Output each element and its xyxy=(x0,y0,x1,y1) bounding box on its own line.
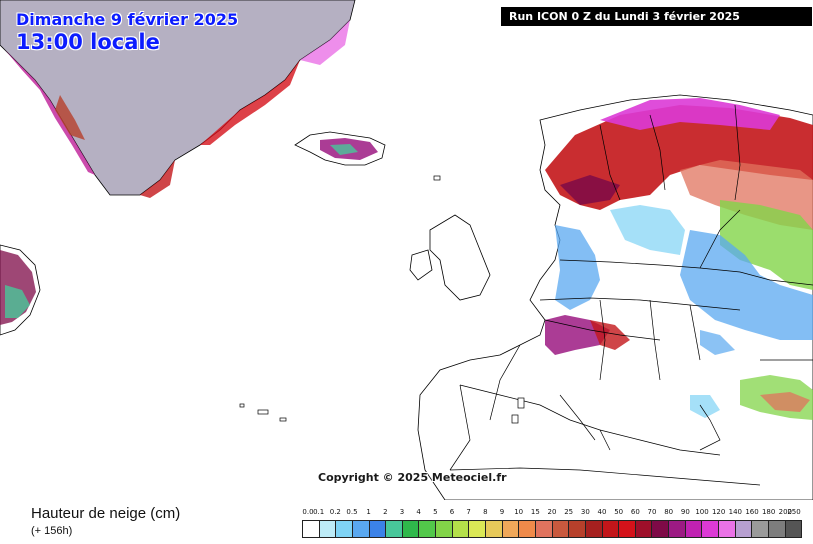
legend-tick-label: 60 xyxy=(630,508,640,516)
legend-tick-label: 140 xyxy=(728,508,743,516)
legend-tick-label: 9 xyxy=(499,508,505,516)
forecast-local-time: 13:00 locale xyxy=(16,30,160,54)
legend-swatch xyxy=(569,521,586,537)
legend-swatch xyxy=(386,521,403,537)
legend-swatch xyxy=(585,521,603,537)
legend-color-bar xyxy=(302,520,802,538)
legend-swatch xyxy=(652,521,670,537)
legend-tick-label: 20 xyxy=(547,508,557,516)
model-run-banner: Run ICON 0 Z du Lundi 3 février 2025 xyxy=(501,7,812,26)
legend-tick-label: 70 xyxy=(647,508,657,516)
legend-swatch xyxy=(436,521,453,537)
legend-tick-label: 5 xyxy=(433,508,438,516)
legend-swatch xyxy=(419,521,437,537)
legend-tick-label: 90 xyxy=(680,508,690,516)
legend-swatch xyxy=(619,521,636,537)
legend-swatch xyxy=(735,521,753,537)
legend-swatch xyxy=(669,521,686,537)
legend-tick-label: 50 xyxy=(614,508,624,516)
snow-depth-map xyxy=(0,0,813,500)
legend-swatch xyxy=(552,521,570,537)
legend-tick-label: 180 xyxy=(761,508,776,516)
legend-swatch xyxy=(452,521,470,537)
legend-tick-labels: 0.0 0.1 0.2 0.5 1 2 3 4 5 6 7 8 9 10 15 20 25 30 40 50 60 70 8… xyxy=(302,508,802,519)
legend-tick-label: 7 xyxy=(466,508,471,516)
legend-tick-label: 8 xyxy=(483,508,488,516)
greenland xyxy=(0,0,356,198)
legend-swatch xyxy=(602,521,620,537)
legend-swatch xyxy=(785,521,802,537)
legend-swatch xyxy=(752,521,769,537)
legend-tick-label: 250 xyxy=(787,508,801,516)
copyright-notice: Copyright © 2025 Meteociel.fr xyxy=(318,471,507,484)
map-footer: Hauteur de neige (cm) (+ 156h) 0.0 0.1 0.2… xyxy=(0,500,813,544)
legend-swatch xyxy=(535,521,553,537)
lead-time-label: (+ 156h) xyxy=(31,525,73,537)
legend-tick-label: 40 xyxy=(597,508,607,516)
legend-tick-label: 200 xyxy=(778,508,793,516)
snow-cover xyxy=(545,98,813,420)
legend-tick-label: 160 xyxy=(745,508,759,516)
parameter-label: Hauteur de neige (cm) xyxy=(31,505,181,522)
legend-swatch xyxy=(402,521,420,537)
small-islands xyxy=(239,175,525,424)
legend-tick-label: 0.0 xyxy=(302,508,314,516)
legend-tick-label: 80 xyxy=(664,508,674,516)
legend-swatch xyxy=(519,521,536,537)
legend-swatch xyxy=(352,521,370,537)
legend-tick-label: 0.1 xyxy=(313,508,325,516)
legend-tick-label: 0.2 xyxy=(329,508,341,516)
baffin-island xyxy=(0,244,41,336)
legend-tick-label: 10 xyxy=(514,508,524,516)
country-borders xyxy=(449,104,813,471)
legend-tick-label: 4 xyxy=(416,508,421,516)
legend-swatch xyxy=(303,521,320,537)
legend-tick-label: 3 xyxy=(399,508,405,516)
legend-swatch xyxy=(702,521,720,537)
iceland xyxy=(294,131,386,166)
legend-swatch xyxy=(369,521,387,537)
legend-tick-label: 1 xyxy=(366,508,371,516)
legend-swatch xyxy=(336,521,353,537)
legend-swatch xyxy=(719,521,736,537)
mediterranean-coast xyxy=(449,384,761,486)
legend-swatch xyxy=(502,521,520,537)
legend-swatch xyxy=(635,521,653,537)
legend-tick-label: 30 xyxy=(580,508,590,516)
legend-swatch xyxy=(469,521,487,537)
color-scale-legend: 0.0 0.1 0.2 0.5 1 2 3 4 5 6 7 8 9 10 15 20 25 30 40 50 60 70 8… xyxy=(302,508,802,540)
legend-tick-label: 25 xyxy=(564,508,574,516)
legend-tick-label: 15 xyxy=(530,508,540,516)
legend-tick-label: 2 xyxy=(383,508,388,516)
legend-swatch xyxy=(768,521,786,537)
legend-tick-label: 120 xyxy=(711,508,726,516)
legend-tick-label: 100 xyxy=(695,508,709,516)
legend-swatch xyxy=(319,521,337,537)
forecast-date: Dimanche 9 février 2025 xyxy=(16,10,239,29)
legend-tick-label: 6 xyxy=(449,508,455,516)
legend-swatch xyxy=(685,521,703,537)
legend-swatch xyxy=(486,521,503,537)
legend-tick-label: 0.5 xyxy=(346,508,358,516)
